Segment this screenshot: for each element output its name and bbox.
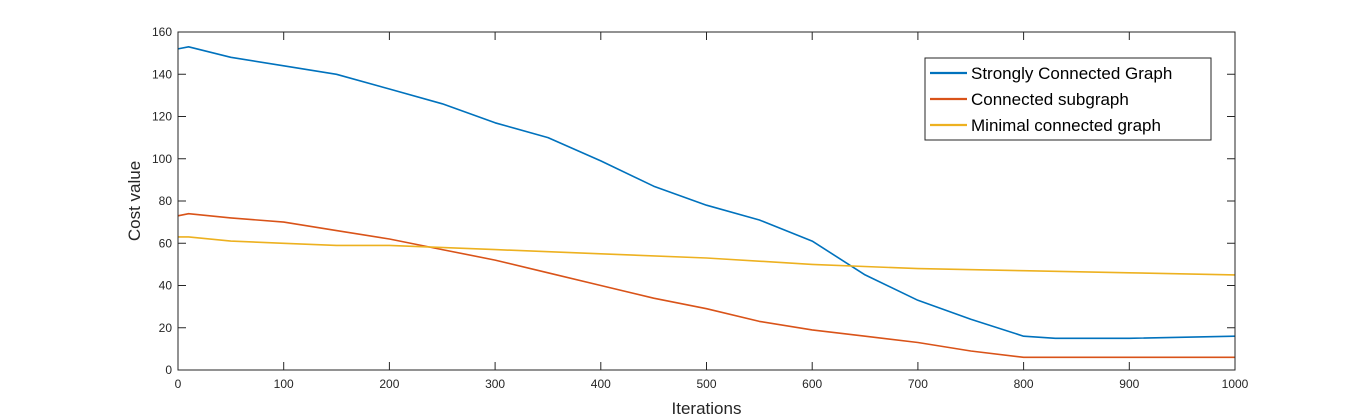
y-tick-label: 140 <box>152 67 172 81</box>
y-tick-label: 20 <box>159 321 173 335</box>
x-tick-label: 300 <box>485 377 505 391</box>
x-tick-label: 100 <box>274 377 294 391</box>
series-layer <box>177 46 1236 359</box>
series-line-3 <box>178 236 1236 276</box>
legend-box <box>924 57 1212 141</box>
x-tick-label: 500 <box>696 377 716 391</box>
y-tick-label: 0 <box>165 363 172 377</box>
x-tick-label: 800 <box>1014 377 1034 391</box>
x-tick-label: 700 <box>908 377 928 391</box>
y-axis-title: Cost value <box>125 161 144 241</box>
x-tick-label: 900 <box>1119 377 1139 391</box>
y-tick-label: 80 <box>159 194 173 208</box>
y-tick-label: 40 <box>159 279 173 293</box>
x-tick-label: 600 <box>802 377 822 391</box>
plot-area-frame <box>177 31 1236 371</box>
x-axis-title: Iterations <box>672 399 742 418</box>
x-tick-label: 0 <box>175 377 182 391</box>
series-line-1 <box>177 46 1236 340</box>
y-tick-label: 100 <box>152 152 172 166</box>
x-tick-label: 400 <box>591 377 611 391</box>
legend-label: Strongly Connected Graph <box>971 64 1172 83</box>
y-tick-label: 60 <box>159 236 173 250</box>
y-tick-label: 120 <box>152 110 172 124</box>
x-tick-label: 200 <box>379 377 399 391</box>
legend-label: Connected subgraph <box>971 90 1129 109</box>
axis-ticks: 0 100 200 300 400 500 600 700 800 900 1000 0 20 40 60 8… <box>152 25 1249 391</box>
x-tick-label: 1000 <box>1222 377 1249 391</box>
legend-label: Minimal connected graph <box>971 116 1161 135</box>
legend: Strongly Connected Graph Connected subgra… <box>924 57 1212 141</box>
series-line-2 <box>177 212 1235 359</box>
y-tick-label: 160 <box>152 25 172 39</box>
